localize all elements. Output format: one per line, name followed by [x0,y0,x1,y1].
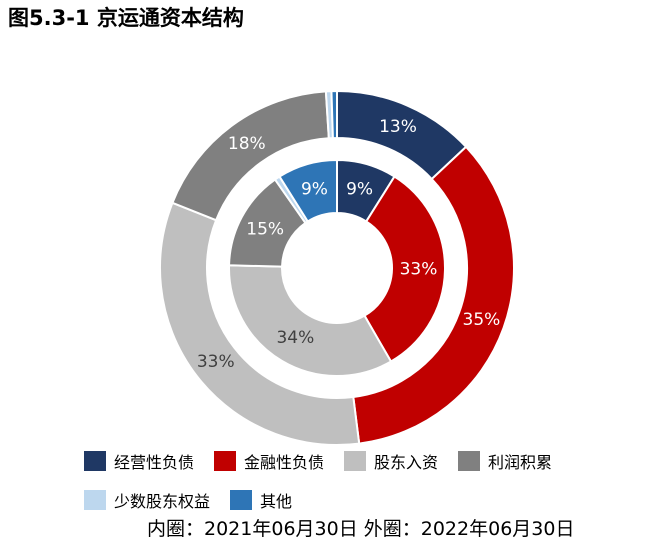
legend-swatch [458,451,481,471]
legend-swatch [84,490,106,510]
legend-item-minority-interest: 少数股东权益 [84,488,210,512]
inner-slice-1 [363,175,446,363]
inner-slice-label-0: 9% [346,180,373,200]
outer-slice-label-3: 18% [228,134,266,154]
slice-labels: 13% 35% 33% 18% 9% 33% 34% 15% 9% [197,117,501,372]
outer-slice-2 [159,201,361,446]
legend-swatch [230,490,253,510]
inner-slice-label-1: 33% [400,260,438,280]
inner-slice-2 [228,264,393,377]
legend-item-retained-earnings: 利润积累 [458,449,552,473]
inner-slice-label-3: 15% [246,219,284,239]
legend-label: 其他 [260,492,293,511]
legend-swatch [84,451,106,471]
legend-item-other: 其他 [230,488,292,512]
outer-slice-label-0: 13% [379,117,417,137]
legend-swatch [344,451,367,471]
legend-label: 股东入资 [374,453,439,472]
legend-label: 少数股东权益 [114,492,211,511]
legend-row-1: 经营性负债 金融性负债 股东入资 利润积累 [84,449,572,473]
ring-date-note: 内圈：2021年06月30日 外圈：2022年06月30日 [147,518,575,540]
outer-slice-label-1: 35% [463,310,501,330]
outer-ring [159,89,515,446]
outer-slice-5 [330,89,338,140]
legend-label: 金融性负债 [244,453,325,472]
donut-chart: 13% 35% 33% 18% 9% 33% 34% 15% 9% [159,89,515,446]
chart-title: 图5.3-1 京运通资本结构 [8,6,244,30]
legend-item-financial-liabilities: 金融性负债 [214,449,324,473]
outer-slice-1 [352,145,515,445]
legend-row-2: 少数股东权益 其他 [84,488,312,512]
outer-slice-label-2: 33% [197,352,235,372]
inner-slice-5 [278,158,338,223]
legend-item-shareholder-capital: 股东入资 [344,449,438,473]
inner-ring [228,158,446,377]
inner-slice-label-5: 9% [301,180,328,200]
inner-slice-label-2: 34% [276,328,314,348]
legend-item-operating-liabilities: 经营性负债 [84,449,194,473]
legend-label: 经营性负债 [114,453,195,472]
legend-label: 利润积累 [488,453,553,472]
legend-swatch [214,451,237,471]
